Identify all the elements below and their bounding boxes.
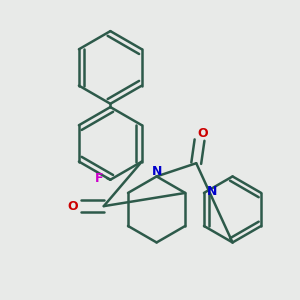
Text: F: F [94,172,103,184]
Text: O: O [67,200,78,213]
Text: O: O [197,127,208,140]
Text: N: N [207,185,217,198]
Text: N: N [152,165,162,178]
